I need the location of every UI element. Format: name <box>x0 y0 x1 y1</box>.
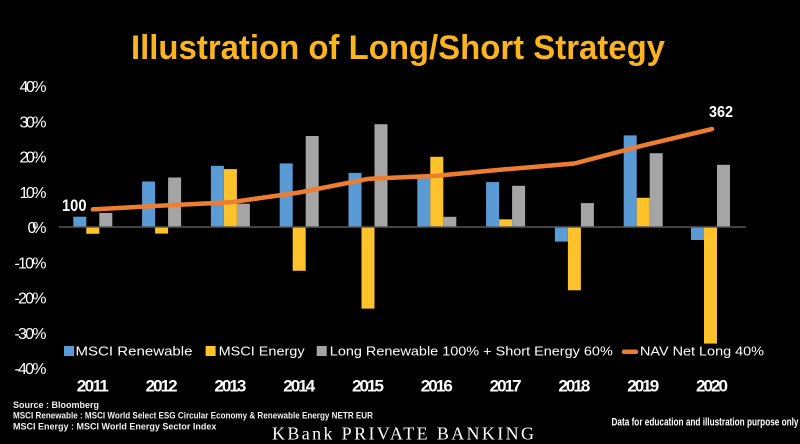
svg-text:MSCI Renewable: MSCI Renewable <box>76 345 193 359</box>
svg-text:KBank PRIVATE BANKING: KBank PRIVATE BANKING <box>272 424 534 444</box>
svg-text:40%: 40% <box>20 79 47 96</box>
svg-text:30%: 30% <box>20 114 47 131</box>
svg-text:Illustration of Long/Short Str: Illustration of Long/Short Strategy <box>131 29 665 67</box>
svg-text:2020: 2020 <box>696 377 728 396</box>
svg-text:2019: 2019 <box>627 377 659 396</box>
svg-text:10%: 10% <box>20 185 47 202</box>
svg-text:Long Renewable 100% + Short En: Long Renewable 100% + Short Energy 60% <box>330 345 613 359</box>
svg-text:Source : Bloomberg: Source : Bloomberg <box>13 400 99 410</box>
svg-text:NAV Net Long 40%: NAV Net Long 40% <box>640 345 764 359</box>
svg-text:-30%: -30% <box>15 326 47 343</box>
svg-text:Data for education and illustr: Data for education and illustration purp… <box>612 417 800 429</box>
svg-text:2013: 2013 <box>214 377 246 396</box>
svg-text:MSCI Energy: MSCI Energy <box>219 345 306 359</box>
svg-text:-40%: -40% <box>15 361 47 378</box>
svg-text:2017: 2017 <box>490 377 522 396</box>
svg-text:2016: 2016 <box>421 377 453 396</box>
svg-text:0%: 0% <box>28 220 47 237</box>
svg-text:-10%: -10% <box>15 255 47 272</box>
svg-text:MSCI Renewable : MSCI World Se: MSCI Renewable : MSCI World Select ESG C… <box>13 411 373 421</box>
svg-text:2015: 2015 <box>352 377 384 396</box>
svg-text:-20%: -20% <box>15 291 47 308</box>
svg-text:362: 362 <box>709 104 733 121</box>
svg-text:100: 100 <box>62 196 87 215</box>
svg-text:2018: 2018 <box>558 377 590 396</box>
svg-text:2012: 2012 <box>146 377 178 396</box>
svg-text:2014: 2014 <box>283 377 316 396</box>
svg-text:20%: 20% <box>20 150 47 167</box>
svg-text:MSCI Energy : MSCI World Energ: MSCI Energy : MSCI World Energy Sector I… <box>13 421 216 431</box>
svg-text:2011: 2011 <box>77 377 109 396</box>
